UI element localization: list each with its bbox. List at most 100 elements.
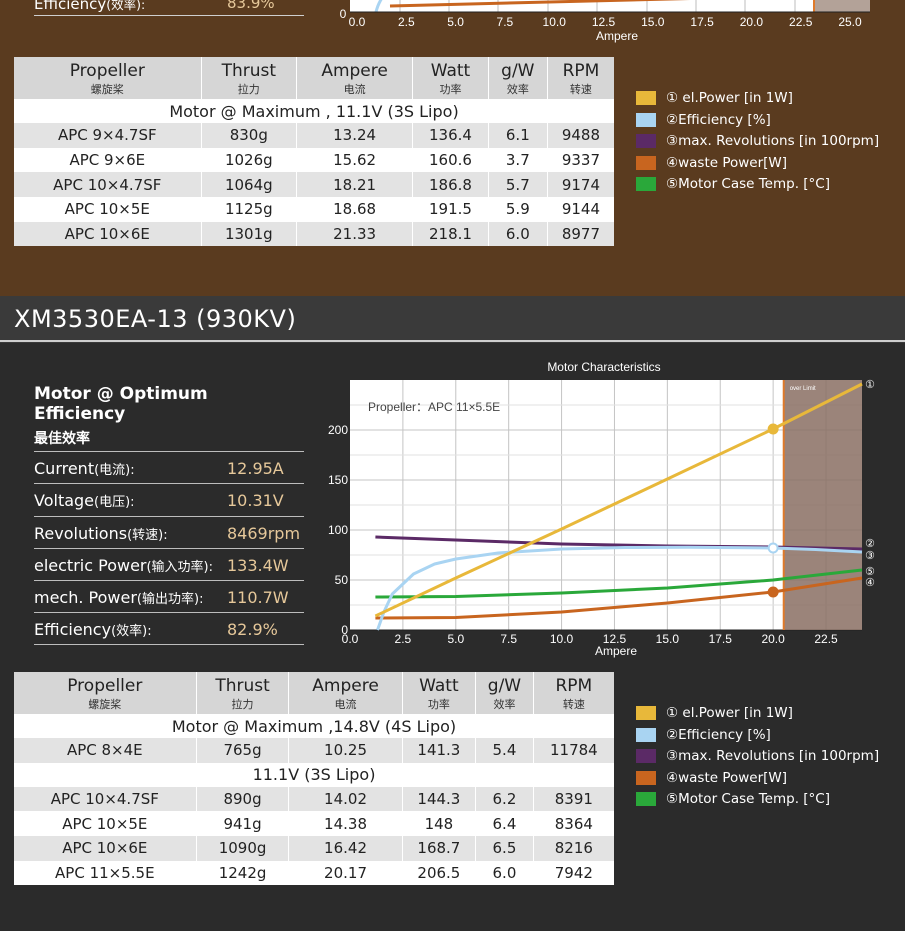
table-cell: 3.7 <box>488 147 548 173</box>
x-tick-label: 0.0 <box>349 15 366 29</box>
legend-label: ②Efficiency [%] <box>666 111 771 128</box>
stat-label: electric Power(输入功率): <box>34 556 213 575</box>
table-cell: 5.7 <box>488 172 548 198</box>
y-tick-label: 0 <box>341 623 348 637</box>
column-header-cn: 拉力 <box>237 83 260 96</box>
table-cell: 9144 <box>547 197 614 222</box>
stat-label: Efficiency(效率): <box>34 620 152 639</box>
column-header: Watt 功率 <box>412 57 489 99</box>
column-header: Propeller 螺旋桨 <box>14 672 197 714</box>
stat-label-en: Current <box>34 459 95 478</box>
table-cell: 186.8 <box>412 172 489 198</box>
x-tick-label: 7.5 <box>500 632 517 646</box>
table-cell: 20.17 <box>288 860 403 886</box>
x-tick-label: 10.0 <box>543 15 567 29</box>
x-tick-label: 5.0 <box>447 632 464 646</box>
column-header: Propeller 螺旋桨 <box>14 57 202 99</box>
x-tick-label: 22.5 <box>789 15 813 29</box>
column-header: g/W 效率 <box>475 672 534 714</box>
column-header-cn: 功率 <box>439 83 462 96</box>
column-header-en: Propeller <box>69 61 145 81</box>
stats-list: Current(电流): 12.95A Voltage(电压): 10.31V Revo… <box>34 451 304 645</box>
legend-label: ②Efficiency [%] <box>666 726 771 743</box>
series-marker <box>767 542 779 554</box>
table-cell: APC 9×6E <box>14 147 202 173</box>
x-tick-label: 2.5 <box>398 15 415 29</box>
table-cell: 6.2 <box>475 786 534 812</box>
table-cell: 941g <box>196 811 290 837</box>
stat-value: 8469rpm <box>227 523 301 543</box>
column-header-en: Propeller <box>67 676 143 696</box>
y-tick-label: 200 <box>328 423 348 437</box>
top-chart-x-ticks: 0.0 2.5 5.0 7.5 10.0 12.5 15.0 17.5 20.0 22.5 25.0 <box>349 15 862 29</box>
column-header-en: RPM <box>555 676 593 696</box>
chart-markers <box>767 423 779 598</box>
x-tick-label: 0.0 <box>342 632 359 646</box>
legend-item: ① el.Power [in 1W] <box>636 88 879 110</box>
table-cell: APC 10×5E <box>14 197 202 222</box>
stat-label: Revolutions(转速): <box>34 524 168 543</box>
bottom-propeller-table: Propeller 螺旋桨 Thrust 拉力 Ampere 电流 Watt 功率 g/W 效率 R… <box>14 672 614 886</box>
legend-label: ① el.Power [in 1W] <box>666 90 793 106</box>
table-cell: 6.4 <box>475 811 534 837</box>
section-label: 11.1V (3S Lipo) <box>14 762 614 787</box>
table-row: APC 10×6E 1301g 21.33 218.1 6.0 8977 <box>14 221 614 247</box>
legend-label: ③max. Revolutions [in 100rpm] <box>666 133 880 150</box>
column-header-cn: 转速 <box>562 698 585 711</box>
stat-value: 10.31V <box>227 491 284 511</box>
stat-label-cn: (电压): <box>94 495 135 511</box>
table-cell: 5.4 <box>475 738 534 763</box>
table-cell: 6.0 <box>475 860 534 886</box>
table-cell: 1026g <box>201 147 298 173</box>
stat-value: 12.95A <box>227 459 284 478</box>
table-cell: 148 <box>402 811 477 837</box>
column-header-en: RPM <box>562 61 600 81</box>
chart-title: Motor Characteristics <box>547 360 660 374</box>
table-cell: 9337 <box>547 147 614 173</box>
series-end-label: ② <box>865 537 875 550</box>
series-end-label: ③ <box>865 549 875 562</box>
table-cell: APC 8×4E <box>14 738 197 763</box>
legend-item: ④waste Power[W] <box>636 153 879 175</box>
table-cell: 5.9 <box>488 197 548 222</box>
legend-swatch <box>636 706 656 720</box>
table-section-row: Motor @ Maximum , 11.1V (3S Lipo) <box>14 99 614 123</box>
stat-label-cn: (输入功率): <box>146 559 214 575</box>
table-section-row: 11.1V (3S Lipo) <box>14 762 614 787</box>
table-cell: 206.5 <box>402 860 477 886</box>
table-row: APC 8×4E 765g 10.25 141.3 5.4 11784 <box>14 738 614 763</box>
legend-item: ③max. Revolutions [in 100rpm] <box>636 131 879 153</box>
chart-end-labels: ① ②③ ⑤④ <box>865 378 875 589</box>
table-row: APC 11×5.5E 1242g 20.17 206.5 6.0 7942 <box>14 860 614 886</box>
table-cell: 168.7 <box>402 836 477 861</box>
legend-swatch <box>636 91 656 105</box>
table-cell: 11784 <box>533 738 614 763</box>
column-header-cn: 螺旋桨 <box>88 698 122 711</box>
x-tick-label: 17.5 <box>709 632 733 646</box>
legend-label: ③max. Revolutions [in 100rpm] <box>666 748 880 765</box>
table-cell: 1242g <box>196 860 290 886</box>
table-cell: 136.4 <box>412 123 489 148</box>
stat-label-cn: (效率): <box>111 624 152 640</box>
legend-item: ③max. Revolutions [in 100rpm] <box>636 746 879 768</box>
legend-label: ① el.Power [in 1W] <box>666 705 793 721</box>
stat-value: 83.9% <box>227 0 275 12</box>
table-header-row: Propeller 螺旋桨 Thrust 拉力 Ampere 电流 Watt 功率 g/W 效率 R… <box>14 57 614 99</box>
stat-label: mech. Power(输出功率): <box>34 588 203 607</box>
x-tick-label: 7.5 <box>497 15 514 29</box>
series-end-label: ⑤ <box>865 565 875 578</box>
model-title: XM3530EA-13 (930KV) <box>14 305 297 333</box>
table-cell: 6.1 <box>488 123 548 148</box>
table-cell: 830g <box>201 123 298 148</box>
legend-swatch <box>636 155 656 170</box>
table-cell: 14.02 <box>288 786 403 812</box>
legend-swatch <box>636 177 656 192</box>
table-row: APC 10×5E 941g 14.38 148 6.4 8364 <box>14 811 614 837</box>
stat-label-en: electric Power <box>34 555 147 575</box>
column-header: Thrust 拉力 <box>201 57 298 99</box>
stats-subheading: 最佳效率 <box>34 431 90 447</box>
table-cell: 18.21 <box>296 172 414 198</box>
table-row: APC 10×5E 1125g 18.68 191.5 5.9 9144 <box>14 197 614 222</box>
top-section: Efficiency(效率): 83.9% 0.0 2.5 5.0 7.5 10.0 12… <box>0 0 905 296</box>
table-row: APC 10×4.7SF 1064g 18.21 186.8 5.7 9174 <box>14 172 614 198</box>
